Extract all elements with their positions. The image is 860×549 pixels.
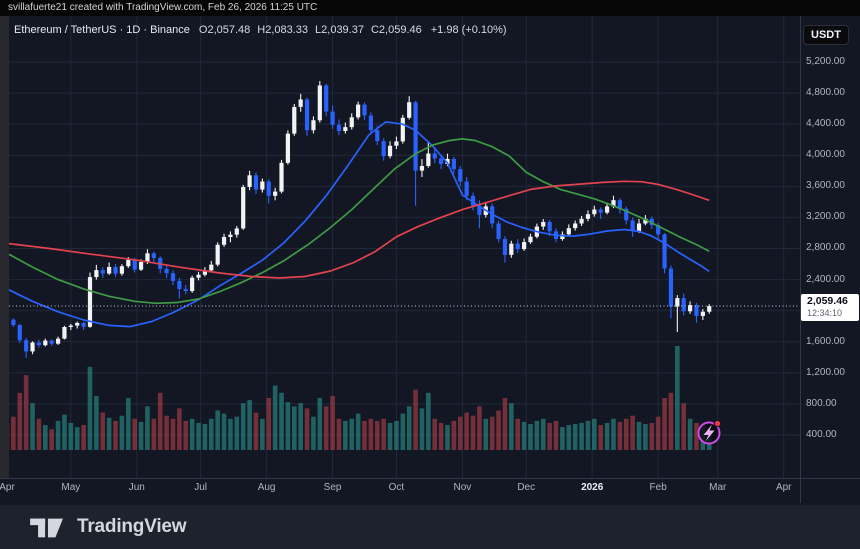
price-tick-label: 3,600.00 xyxy=(806,180,845,192)
chart-legend[interactable]: Ethereum / TetherUS · 1D · Binance O2,05… xyxy=(14,24,507,36)
price-tick-label: 4,800.00 xyxy=(806,87,845,99)
change-value: +1.98 (+0.10%) xyxy=(430,24,507,36)
ma-fast-blue xyxy=(9,120,710,328)
lightning-boost-icon[interactable] xyxy=(697,419,722,445)
price-tick-label: 4,400.00 xyxy=(806,118,845,130)
price-tick-label: 5,200.00 xyxy=(806,56,845,67)
ohlc-value: L2,039.37 xyxy=(315,24,364,36)
time-tick-label: 2026 xyxy=(581,482,604,493)
time-tick-label: Nov xyxy=(453,482,472,493)
chart-pane xyxy=(9,16,800,478)
price-tick-label: 2,800.00 xyxy=(806,242,845,254)
grid-lines xyxy=(9,16,800,478)
price-tick-label: 2,400.00 xyxy=(806,273,845,285)
ohlc-value: C2,059.46 xyxy=(370,24,422,36)
ma-slow-red xyxy=(9,180,710,279)
time-tick-label: Apr xyxy=(0,482,15,493)
time-tick-label: Jun xyxy=(128,482,145,493)
candles xyxy=(9,81,712,359)
last-price-value: 2,059.46 xyxy=(807,295,848,307)
volume-bars xyxy=(9,346,712,450)
time-tick-label: Jul xyxy=(194,482,208,493)
time-tick-label: Aug xyxy=(257,482,276,493)
attribution-text: svillafuerte21 created with TradingView.… xyxy=(8,2,318,13)
time-tick-label: Mar xyxy=(709,482,727,493)
ma-mid-green xyxy=(9,138,710,305)
time-tick-label: Apr xyxy=(775,482,792,493)
bar-countdown: 12:34:10 xyxy=(807,308,843,318)
tradingview-brand-text: TradingView xyxy=(77,516,187,537)
symbol-title[interactable]: Ethereum / TetherUS · 1D · Binance xyxy=(14,24,190,36)
price-tick-label: 1,200.00 xyxy=(806,366,845,378)
tradingview-logo-icon xyxy=(30,518,63,538)
attribution-bar: svillafuerte21 created with TradingView.… xyxy=(0,0,860,16)
time-tick-label: Sep xyxy=(323,482,342,493)
last-price-label: 2,059.46 12:34:10 xyxy=(801,294,859,321)
time-tick-label: Feb xyxy=(649,482,667,493)
price-tick-label: 4,000.00 xyxy=(806,149,845,161)
ohlc-values: O2,057.48 H2,083.33 L2,039.37 C2,059.46 xyxy=(199,24,422,36)
price-tick-label: 3,200.00 xyxy=(806,211,845,223)
price-tick-label: 800.00 xyxy=(806,397,837,409)
price-tick-label: 400.00 xyxy=(806,428,837,440)
pane-left-margin xyxy=(0,16,9,478)
time-tick-label: Oct xyxy=(388,482,405,493)
time-tick-label: Dec xyxy=(517,482,536,493)
time-tick-label: May xyxy=(61,482,81,493)
price-tick-label: 1,600.00 xyxy=(806,335,845,347)
tradingview-footer-link[interactable]: TradingView xyxy=(0,505,860,549)
ohlc-value: H2,083.33 xyxy=(257,24,309,36)
currency-toggle-button[interactable]: USDT xyxy=(803,25,849,45)
price-chart[interactable] xyxy=(0,16,860,505)
ohlc-value: O2,057.48 xyxy=(198,24,251,36)
